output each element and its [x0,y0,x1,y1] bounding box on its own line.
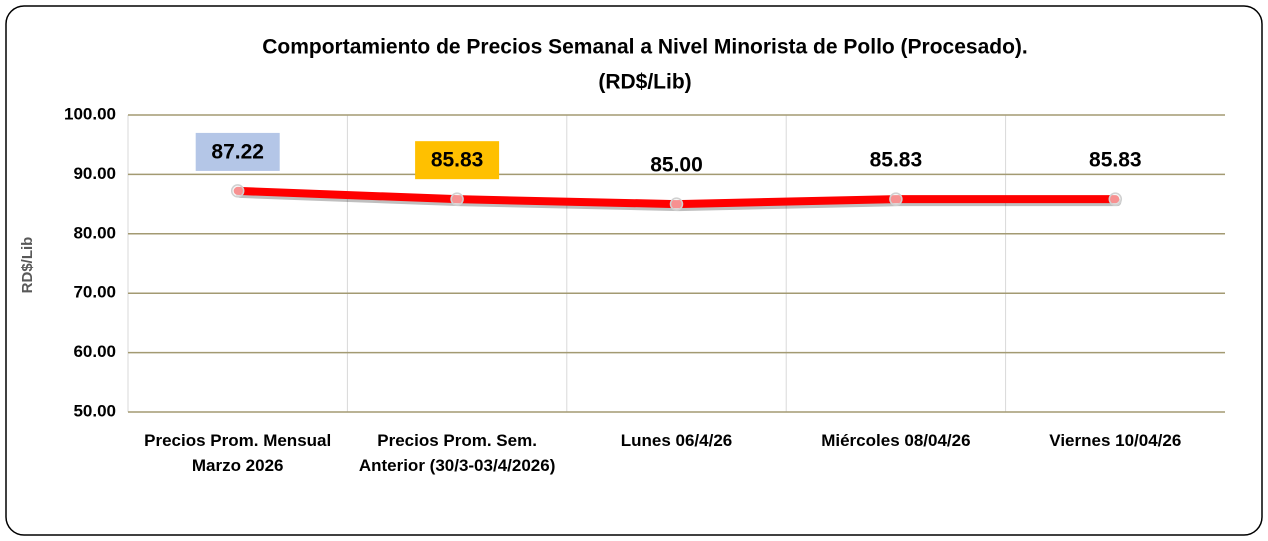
data-label-background [195,132,280,171]
y-tick-label: 50.00 [73,401,116,420]
data-label: 85.00 [650,154,703,177]
data-point [889,192,903,206]
data-point [669,197,684,211]
y-tick-label: 100.00 [64,104,116,123]
x-tick-label: Miércoles 08/04/26 [821,431,971,450]
data-label: 85.83 [431,149,484,172]
data-point [450,192,464,206]
chart-subtitle: (RD$/Lib) [598,71,691,94]
data-label: 85.83 [870,149,923,172]
chart-border [5,5,1263,536]
y-tick-label: 70.00 [73,283,116,302]
y-tick-label: 60.00 [73,342,116,361]
y-tick-label: 80.00 [73,223,116,242]
data-label: 85.83 [1089,149,1142,172]
x-tick-label: Precios Prom. Sem. Anterior (30/3-03/4/2… [358,431,556,475]
data-point [1108,192,1123,206]
y-axis-title: RD$/Lib [19,237,36,294]
chart-title: Comportamiento de Precios Semanal a Nive… [262,36,1028,59]
y-tick-label: 90.00 [73,164,116,183]
data-point [230,184,245,198]
x-tick-label: Precios Prom. Mensual Marzo 2026 [144,431,332,475]
x-tick-label: Lunes 06/4/26 [620,431,733,450]
data-label: 87.22 [211,140,264,163]
data-label-background [415,141,500,180]
x-tick-label: Viernes 10/04/26 [1049,431,1182,450]
